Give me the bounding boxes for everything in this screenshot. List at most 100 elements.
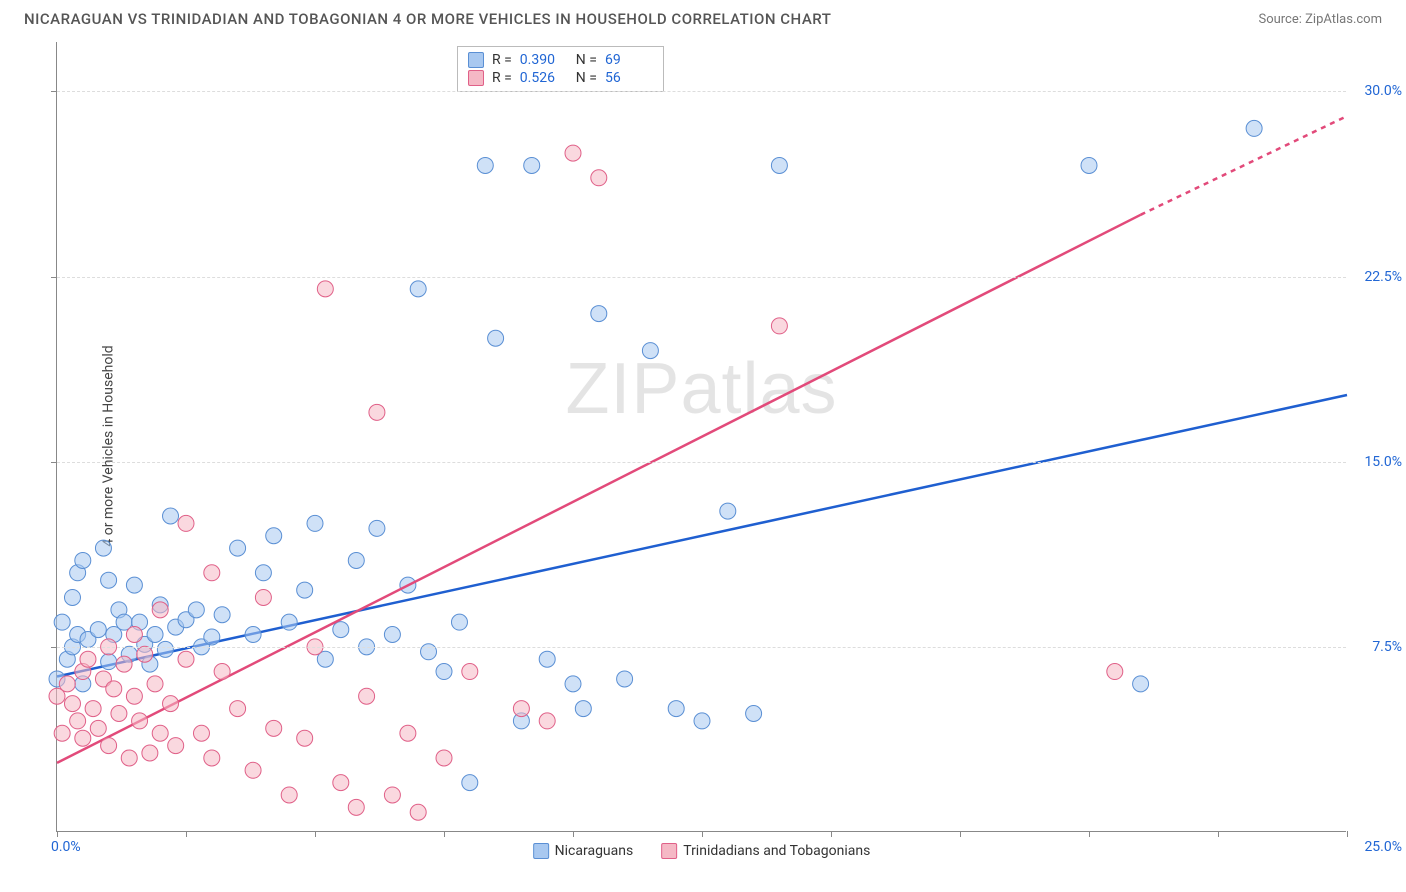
trend-line xyxy=(57,215,1141,763)
data-point xyxy=(75,552,91,568)
x-tick xyxy=(57,831,58,837)
y-tick-label: 22.5% xyxy=(1364,269,1402,285)
y-tick xyxy=(51,462,57,463)
data-point xyxy=(575,701,591,717)
data-point xyxy=(539,651,555,667)
data-point xyxy=(524,157,540,173)
legend-item: Trinidadians and Tobagonians xyxy=(661,843,870,859)
data-point xyxy=(163,508,179,524)
data-point xyxy=(317,281,333,297)
y-tick-label: 30.0% xyxy=(1364,83,1402,99)
data-point xyxy=(70,713,86,729)
data-point xyxy=(132,713,148,729)
data-point xyxy=(451,614,467,630)
data-point xyxy=(617,671,633,687)
data-point xyxy=(214,664,230,680)
x-tick xyxy=(444,831,445,837)
data-point xyxy=(591,170,607,186)
gridline xyxy=(57,91,1346,92)
data-point xyxy=(1081,157,1097,173)
data-point xyxy=(255,589,271,605)
data-point xyxy=(152,602,168,618)
x-tick xyxy=(1347,831,1348,837)
data-point xyxy=(116,656,132,672)
data-point xyxy=(204,565,220,581)
data-point xyxy=(384,787,400,803)
y-tick-label: 15.0% xyxy=(1364,454,1402,470)
x-tick xyxy=(702,831,703,837)
data-point xyxy=(297,582,313,598)
data-point xyxy=(126,688,142,704)
swatch-icon xyxy=(661,843,677,859)
data-point xyxy=(513,701,529,717)
data-point xyxy=(1133,676,1149,692)
x-tick xyxy=(1218,831,1219,837)
data-point xyxy=(642,343,658,359)
gridline xyxy=(57,277,1346,278)
data-point xyxy=(126,627,142,643)
data-point xyxy=(101,654,117,670)
data-point xyxy=(668,701,684,717)
data-point xyxy=(436,750,452,766)
data-point xyxy=(54,725,70,741)
data-point xyxy=(178,651,194,667)
data-point xyxy=(348,799,364,815)
data-point xyxy=(188,602,204,618)
data-point xyxy=(410,281,426,297)
x-tick xyxy=(1089,831,1090,837)
data-point xyxy=(101,738,117,754)
data-point xyxy=(255,565,271,581)
data-point xyxy=(230,701,246,717)
data-point xyxy=(95,540,111,556)
data-point xyxy=(771,318,787,334)
legend-label: Trinidadians and Tobagonians xyxy=(683,843,870,859)
data-point xyxy=(230,540,246,556)
data-point xyxy=(59,676,75,692)
data-point xyxy=(85,701,101,717)
data-point xyxy=(245,762,261,778)
data-point xyxy=(369,520,385,536)
data-point xyxy=(64,696,80,712)
data-point xyxy=(488,330,504,346)
data-point xyxy=(539,713,555,729)
data-point xyxy=(297,730,313,746)
y-tick xyxy=(51,647,57,648)
data-point xyxy=(281,614,297,630)
data-point xyxy=(369,404,385,420)
data-point xyxy=(720,503,736,519)
trend-line-dashed xyxy=(1141,116,1347,215)
data-point xyxy=(147,627,163,643)
data-point xyxy=(1246,120,1262,136)
data-point xyxy=(147,676,163,692)
chart-header: NICARAGUAN VS TRINIDADIAN AND TOBAGONIAN… xyxy=(0,0,1406,36)
data-point xyxy=(152,725,168,741)
chart-source: Source: ZipAtlas.com xyxy=(1258,12,1382,27)
data-point xyxy=(333,622,349,638)
data-point xyxy=(359,688,375,704)
data-point xyxy=(178,515,194,531)
data-point xyxy=(694,713,710,729)
legend-item: Nicaraguans xyxy=(533,843,634,859)
x-tick xyxy=(831,831,832,837)
data-point xyxy=(90,622,106,638)
data-point xyxy=(771,157,787,173)
data-point xyxy=(157,641,173,657)
data-point xyxy=(266,720,282,736)
data-point xyxy=(477,157,493,173)
data-point xyxy=(214,607,230,623)
swatch-icon xyxy=(533,843,549,859)
data-point xyxy=(204,750,220,766)
data-point xyxy=(80,651,96,667)
data-point xyxy=(75,730,91,746)
data-point xyxy=(1107,664,1123,680)
data-point xyxy=(348,552,364,568)
data-point xyxy=(400,725,416,741)
data-point xyxy=(168,738,184,754)
data-point xyxy=(436,664,452,680)
gridline xyxy=(57,462,1346,463)
data-point xyxy=(384,627,400,643)
data-point xyxy=(565,676,581,692)
data-point xyxy=(245,627,261,643)
data-point xyxy=(333,775,349,791)
data-point xyxy=(111,706,127,722)
